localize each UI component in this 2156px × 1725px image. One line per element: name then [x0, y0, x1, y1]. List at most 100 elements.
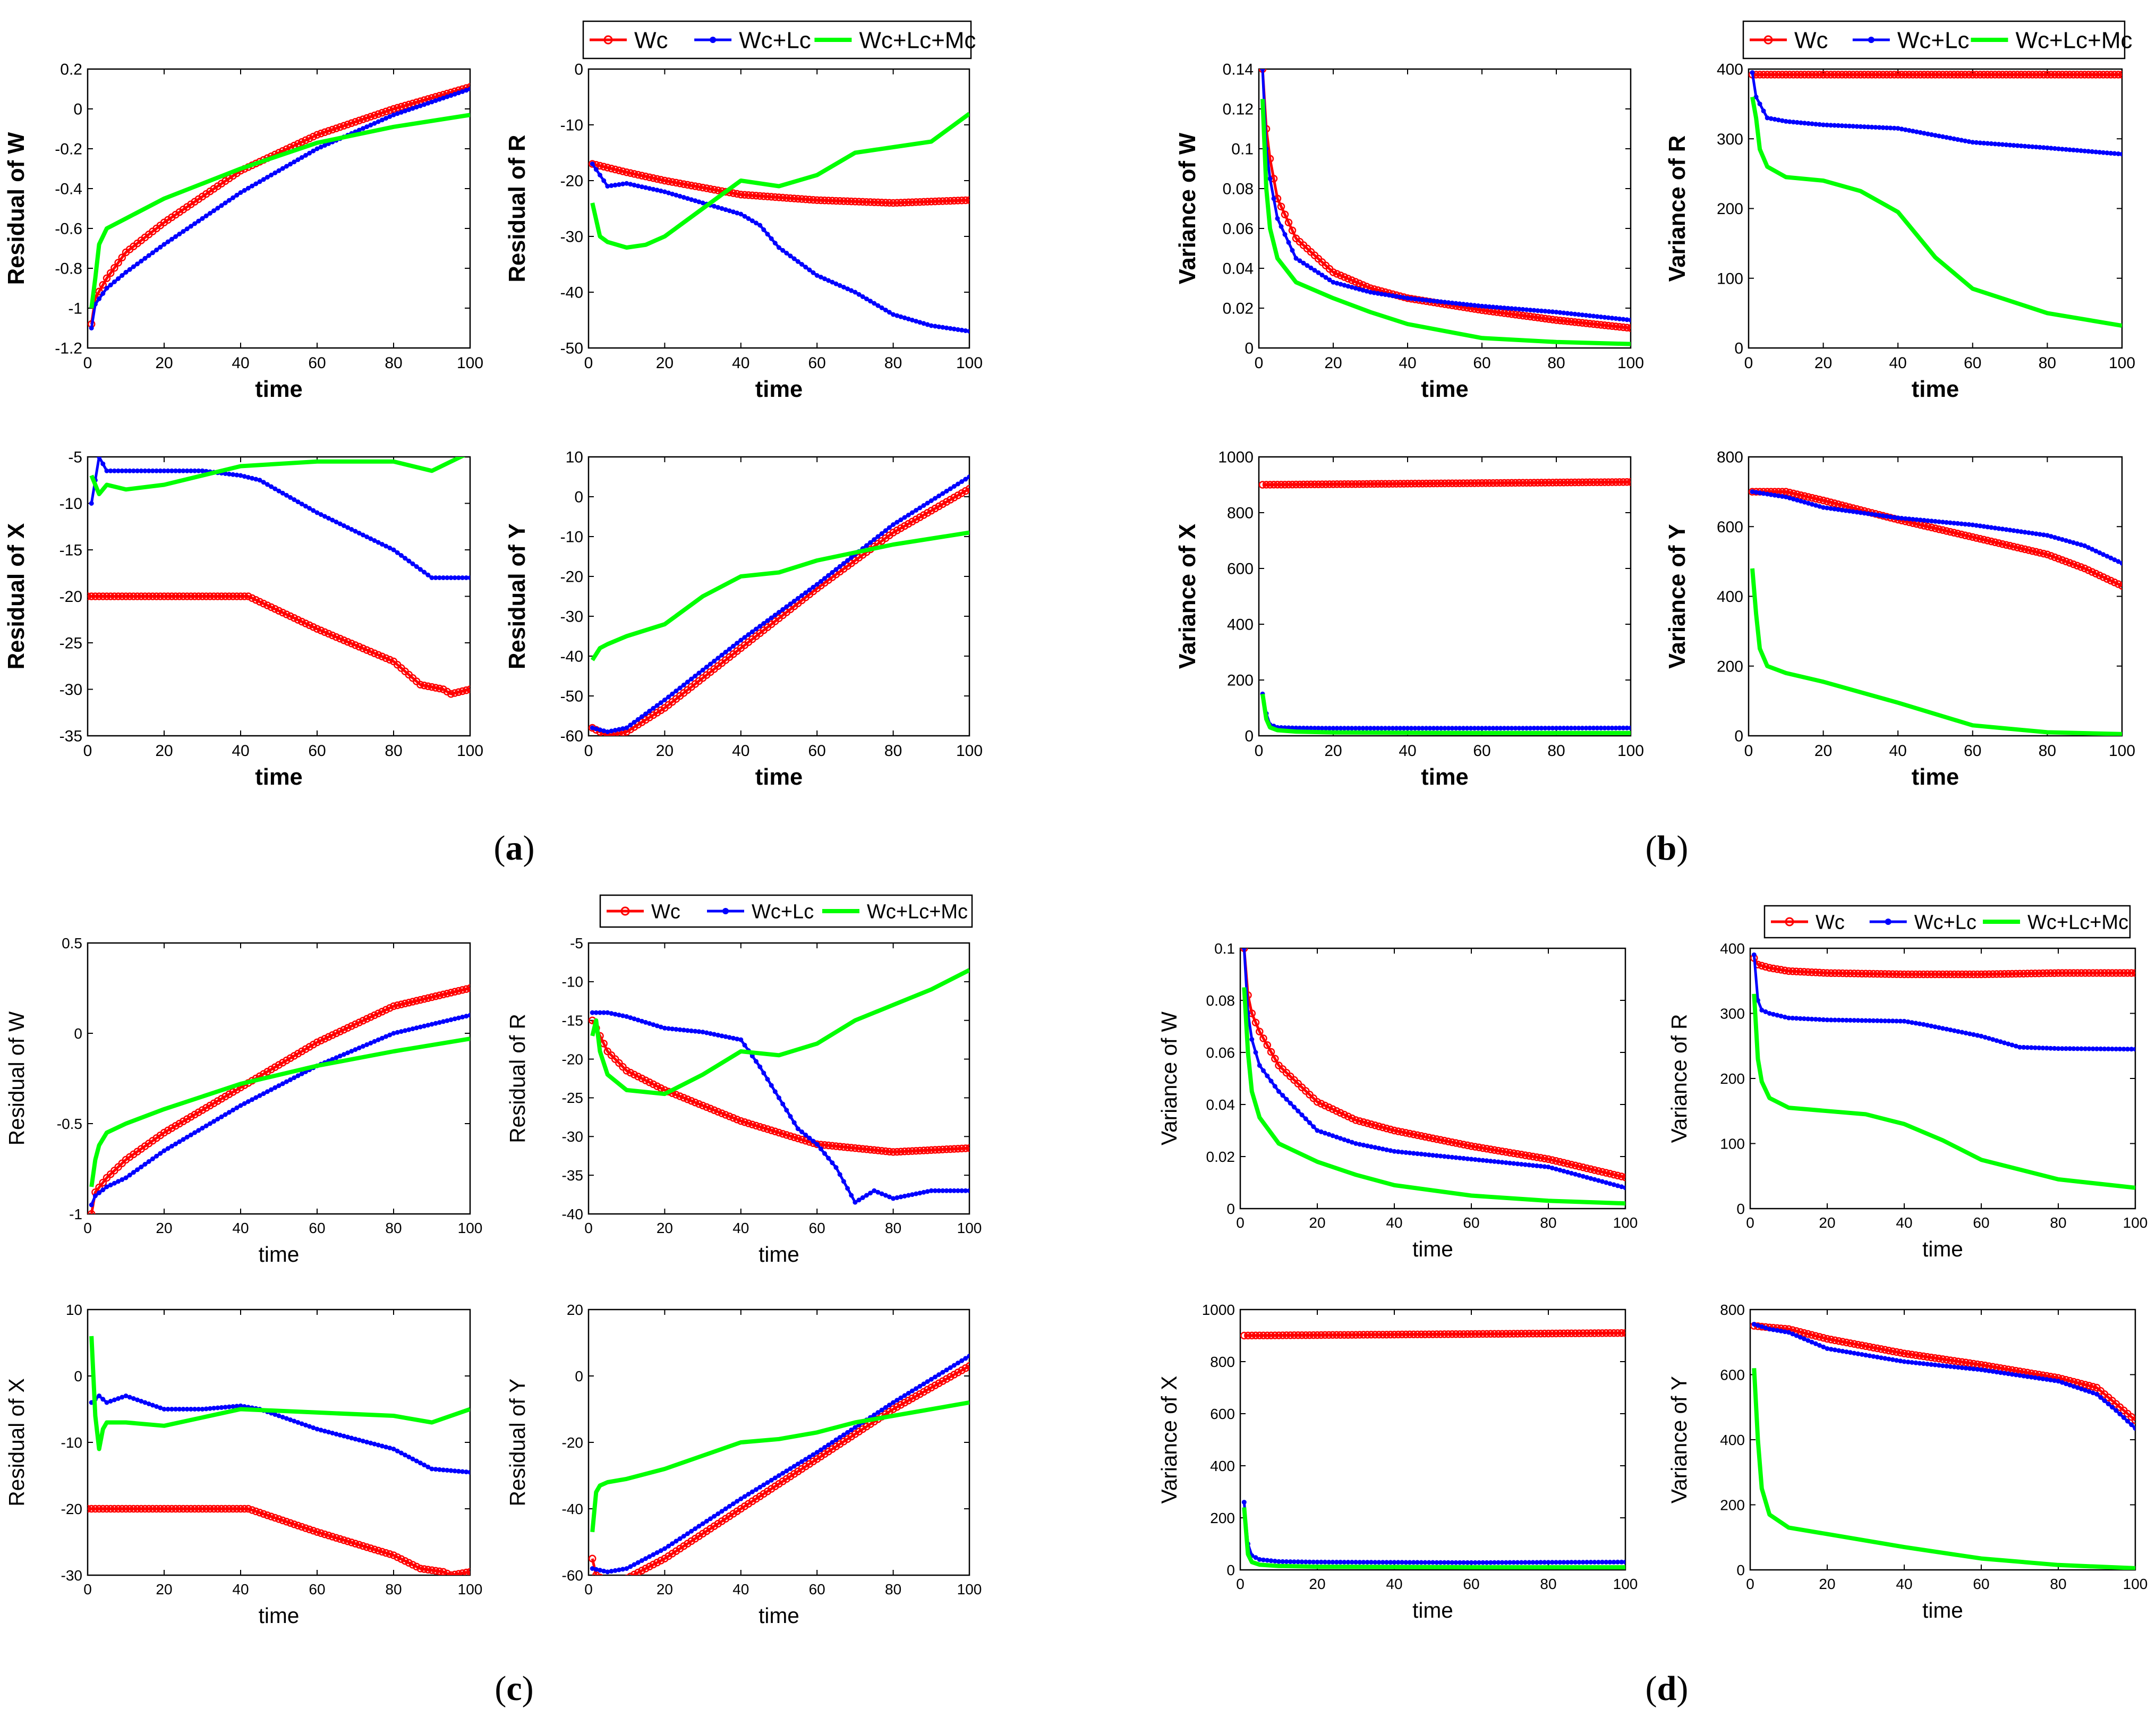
data-point — [1586, 320, 1594, 328]
data-point — [906, 513, 911, 517]
data-point — [616, 182, 621, 187]
data-point — [1939, 71, 1947, 79]
data-point — [693, 198, 698, 203]
data-point — [2116, 969, 2124, 977]
data-point — [452, 91, 457, 97]
data-point — [1608, 478, 1616, 486]
data-point — [643, 711, 648, 717]
data-point — [1575, 1162, 1583, 1170]
data-point — [687, 1537, 695, 1545]
data-point — [1535, 726, 1540, 731]
data-point — [1921, 131, 1927, 136]
data-point — [141, 592, 149, 600]
data-point — [272, 1085, 278, 1090]
data-point — [118, 1505, 126, 1513]
data-point — [1948, 1364, 1953, 1369]
data-point — [234, 1105, 240, 1110]
data-point — [1571, 1161, 1580, 1170]
data-point — [181, 1137, 186, 1142]
data-point — [662, 1025, 667, 1031]
data-point — [961, 487, 969, 495]
data-point — [1978, 523, 1983, 529]
data-point — [103, 1505, 111, 1513]
data-point — [295, 157, 301, 163]
data-point — [677, 193, 683, 199]
data-point — [284, 492, 289, 498]
data-point — [2078, 148, 2084, 154]
data-point — [146, 253, 151, 258]
data-point — [398, 553, 404, 558]
series-wc — [589, 1016, 969, 1156]
data-point — [894, 1195, 900, 1200]
data-point — [1858, 1341, 1866, 1349]
data-point — [1615, 1559, 1620, 1565]
x-tick-label: 80 — [385, 1220, 402, 1236]
data-point — [200, 1407, 205, 1412]
data-point — [1348, 1114, 1356, 1123]
data-point — [1619, 1559, 1624, 1565]
data-point — [635, 717, 641, 722]
data-point — [1542, 1164, 1547, 1169]
data-point — [455, 987, 463, 995]
data-point — [1921, 1361, 1926, 1366]
data-point — [1893, 970, 1901, 979]
data-point — [1952, 521, 1957, 526]
data-point — [1865, 511, 1871, 516]
x-tick-label: 100 — [1613, 1576, 1638, 1592]
data-point — [240, 592, 249, 600]
data-point — [2011, 528, 2016, 533]
data-point — [2007, 528, 2013, 533]
data-point — [2021, 1373, 2026, 1379]
data-point — [935, 502, 943, 511]
data-point — [88, 592, 96, 600]
data-point — [746, 216, 751, 221]
x-tick-label: 40 — [732, 1220, 749, 1236]
data-point — [1942, 527, 1950, 535]
data-point — [1539, 308, 1544, 313]
data-point — [441, 1467, 446, 1473]
data-point — [1299, 1559, 1305, 1565]
data-point — [2074, 969, 2082, 977]
data-point — [674, 689, 679, 694]
data-point — [1467, 1330, 1476, 1338]
data-point — [1397, 294, 1403, 300]
data-point — [1376, 1145, 1382, 1151]
data-point — [2093, 149, 2099, 155]
data-point — [1314, 480, 1323, 488]
data-point — [885, 199, 893, 207]
data-point — [139, 1399, 144, 1404]
data-point — [2041, 532, 2046, 538]
data-point — [963, 477, 968, 482]
data-point — [169, 1144, 174, 1149]
data-point — [769, 615, 774, 621]
data-point — [1461, 302, 1466, 307]
data-point — [670, 1541, 675, 1546]
data-point — [809, 196, 817, 204]
data-point — [2047, 552, 2055, 560]
data-point — [1794, 1333, 1799, 1338]
data-point — [1838, 71, 1846, 79]
data-point — [1975, 1367, 1980, 1372]
data-point — [1336, 271, 1345, 279]
data-point — [1975, 1033, 1980, 1038]
data-point — [1626, 324, 1631, 332]
data-point — [1544, 1329, 1553, 1338]
x-axis-label: time — [255, 377, 302, 402]
data-point — [317, 1036, 325, 1044]
data-point — [332, 1534, 340, 1542]
data-point — [2048, 1378, 2053, 1383]
data-point — [391, 1031, 396, 1036]
data-point — [272, 170, 278, 175]
data-point — [1442, 1154, 1447, 1159]
data-point — [2033, 1375, 2038, 1380]
data-point — [757, 223, 763, 228]
data-point — [233, 1505, 241, 1513]
data-point — [2059, 1380, 2065, 1385]
data-point — [1823, 71, 1831, 79]
data-point — [1913, 1360, 1919, 1365]
data-point — [374, 651, 382, 659]
data-point — [2090, 1390, 2095, 1396]
data-point — [872, 301, 877, 306]
data-point — [114, 592, 122, 600]
data-point — [708, 1516, 713, 1522]
